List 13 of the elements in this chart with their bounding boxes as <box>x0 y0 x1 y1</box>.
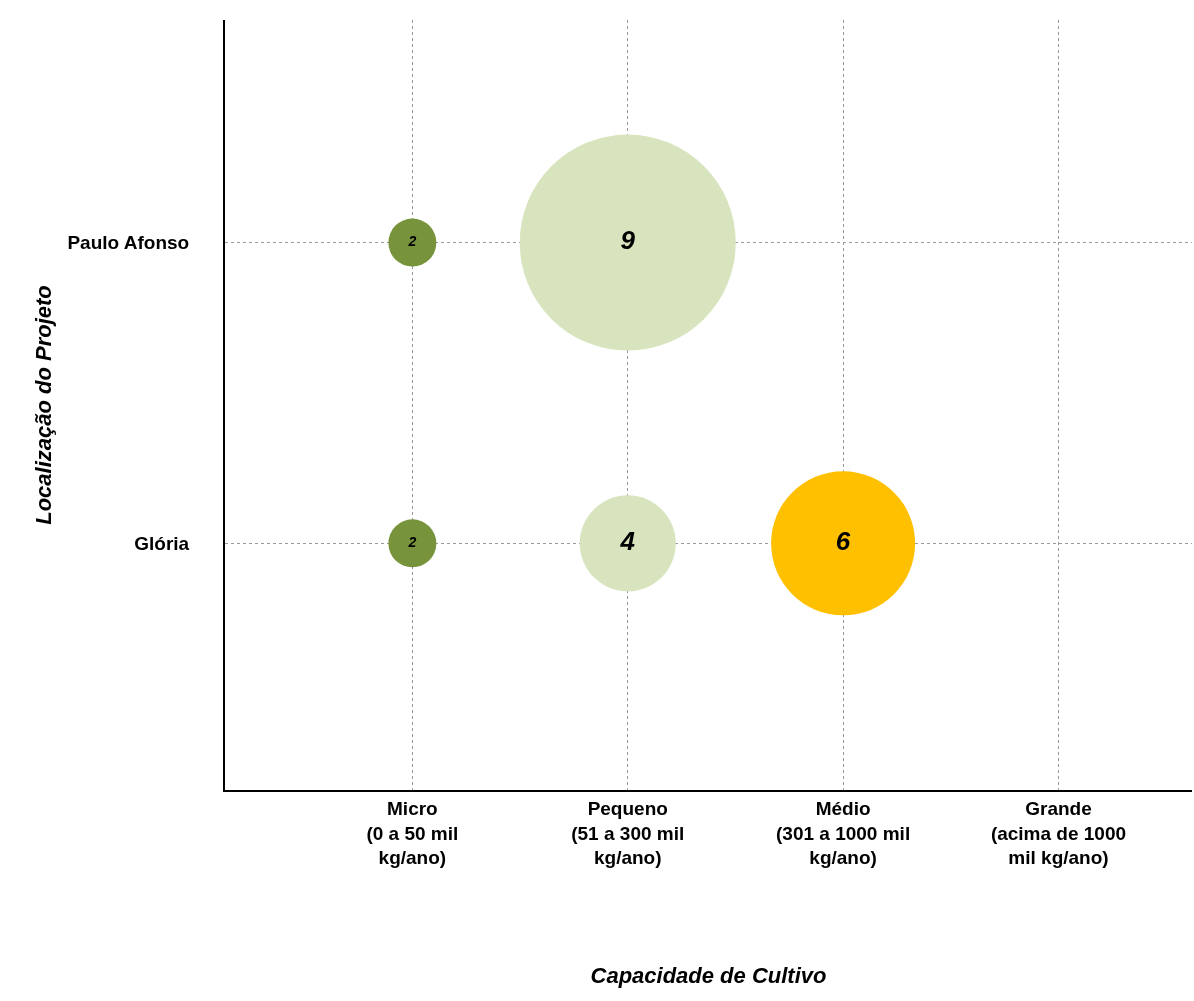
category-label: Grande (acima de 1000 mil kg/ano) <box>990 797 1127 869</box>
text: Localização do Projeto <box>30 285 56 525</box>
text: Capacidade de Cultivo <box>590 962 827 988</box>
data-label: 4 <box>619 525 636 556</box>
category-label: Pequeno (51 a 300 mil kg/ano) <box>571 797 685 869</box>
category-label: Paulo Afonso <box>67 232 190 254</box>
data-label: 9 <box>620 225 636 256</box>
data-label: 6 <box>835 525 851 556</box>
data-label: 2 <box>407 233 417 250</box>
category-label: Médio (301 a 1000 mil kg/ano) <box>776 797 911 869</box>
category-label: Glória <box>134 533 190 555</box>
category-label: Micro (0 a 50 mil kg/ano) <box>366 797 459 869</box>
data-label: 2 <box>407 533 417 550</box>
